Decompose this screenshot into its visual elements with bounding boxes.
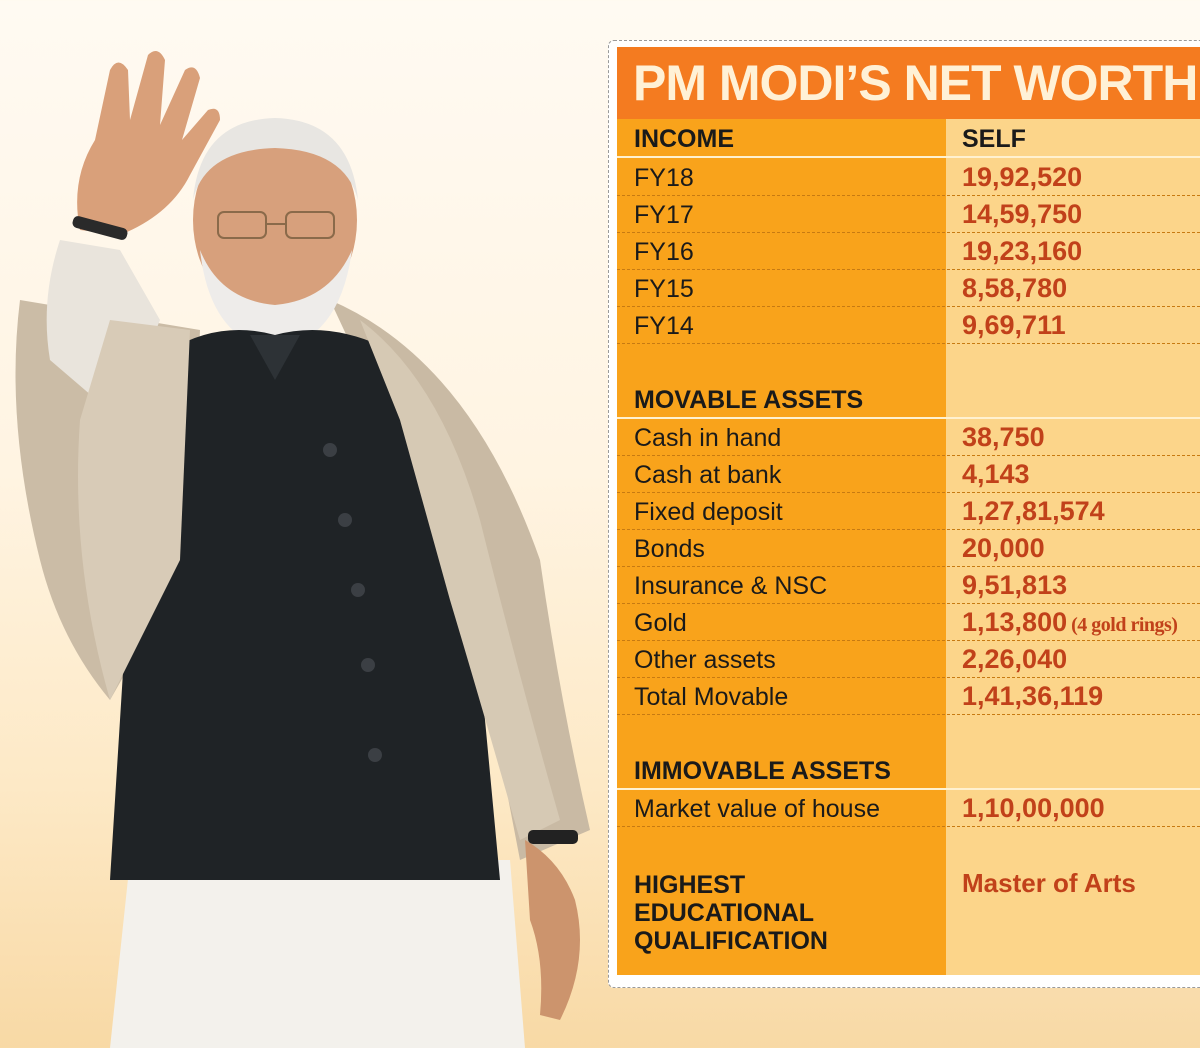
infographic-title: PM MODI’S NET WORTH bbox=[633, 55, 1198, 111]
table-row: Cash in hand 38,750 bbox=[617, 418, 1200, 456]
row-label: Total Movable bbox=[634, 683, 789, 711]
movable-assets-heading-row: MOVABLE ASSETS bbox=[617, 380, 1200, 419]
row-value: 4,143 bbox=[962, 459, 1030, 489]
immovable-assets-heading-row: IMMOVABLE ASSETS bbox=[617, 751, 1200, 790]
table-row: Insurance & NSC 9,51,813 bbox=[617, 566, 1200, 604]
qualification-label-line: HIGHEST bbox=[634, 871, 746, 899]
row-label: Bonds bbox=[634, 535, 705, 563]
movable-assets-heading: MOVABLE ASSETS bbox=[634, 386, 864, 414]
qualification-value: Master of Arts bbox=[962, 868, 1136, 898]
qualification-label: HIGHEST EDUCATIONAL QUALIFICATION bbox=[634, 871, 828, 955]
row-value: 20,000 bbox=[962, 533, 1045, 563]
row-label: Fixed deposit bbox=[634, 498, 783, 526]
qualification-label-line: EDUCATIONAL bbox=[634, 899, 815, 927]
row-label: Insurance & NSC bbox=[634, 572, 828, 600]
row-value: 14,59,750 bbox=[962, 199, 1083, 229]
row-label: FY14 bbox=[634, 312, 694, 340]
row-label: Cash in hand bbox=[634, 424, 782, 452]
row-value: 8,58,780 bbox=[962, 273, 1068, 303]
row-value: 38,750 bbox=[962, 422, 1045, 452]
row-value: 19,23,160 bbox=[962, 236, 1083, 266]
qualification-label-line: QUALIFICATION bbox=[634, 927, 828, 955]
table-row: FY17 14,59,750 bbox=[617, 195, 1200, 233]
row-label: Cash at bank bbox=[634, 461, 782, 489]
row-value: 9,51,813 bbox=[962, 570, 1068, 600]
table-row: Cash at bank 4,143 bbox=[617, 455, 1200, 493]
table-row: Bonds 20,000 bbox=[617, 529, 1200, 567]
row-value: 1,41,36,119 bbox=[962, 681, 1104, 711]
row-value: 9,69,711 bbox=[962, 310, 1066, 340]
income-heading: INCOME bbox=[634, 125, 734, 153]
table-row: FY14 9,69,711 bbox=[617, 306, 1200, 344]
person-photo bbox=[15, 51, 590, 1048]
table-row: FY16 19,23,160 bbox=[617, 232, 1200, 270]
row-label: FY16 bbox=[634, 238, 694, 266]
gold-note: (4 gold rings) bbox=[1071, 614, 1178, 636]
row-value: 1,10,00,000 bbox=[962, 793, 1105, 823]
table-row: Gold 1,13,800 (4 gold rings) bbox=[617, 603, 1200, 641]
row-value: 1,27,81,574 bbox=[962, 496, 1105, 526]
table-row: Market value of house 1,10,00,000 bbox=[617, 789, 1200, 827]
row-label: FY18 bbox=[634, 164, 694, 192]
title-bar: PM MODI’S NET WORTH bbox=[617, 47, 1200, 119]
row-label: Market value of house bbox=[634, 795, 880, 823]
row-label: FY17 bbox=[634, 201, 694, 229]
table-row: Other assets 2,26,040 bbox=[617, 640, 1200, 678]
row-value: 19,92,520 bbox=[962, 162, 1083, 192]
gold-value: 1,13,800 bbox=[962, 607, 1068, 637]
row-label: FY15 bbox=[634, 275, 694, 303]
row-value: 2,26,040 bbox=[962, 644, 1068, 674]
table-row: Total Movable 1,41,36,119 bbox=[617, 677, 1200, 715]
net-worth-table: INCOME SELF FY18 19,92,520 FY17 14,59,75… bbox=[617, 119, 1200, 975]
self-column-heading: SELF bbox=[962, 125, 1026, 153]
table-row: Fixed deposit 1,27,81,574 bbox=[617, 492, 1200, 530]
table-row: FY15 8,58,780 bbox=[617, 269, 1200, 307]
header-row: INCOME SELF bbox=[617, 119, 1200, 158]
row-label: Other assets bbox=[634, 646, 776, 674]
immovable-assets-heading: IMMOVABLE ASSETS bbox=[634, 757, 891, 785]
table-row: FY18 19,92,520 bbox=[617, 158, 1200, 196]
row-value: 1,13,800 (4 gold rings) bbox=[962, 607, 1178, 638]
row-label: Gold bbox=[634, 609, 687, 637]
